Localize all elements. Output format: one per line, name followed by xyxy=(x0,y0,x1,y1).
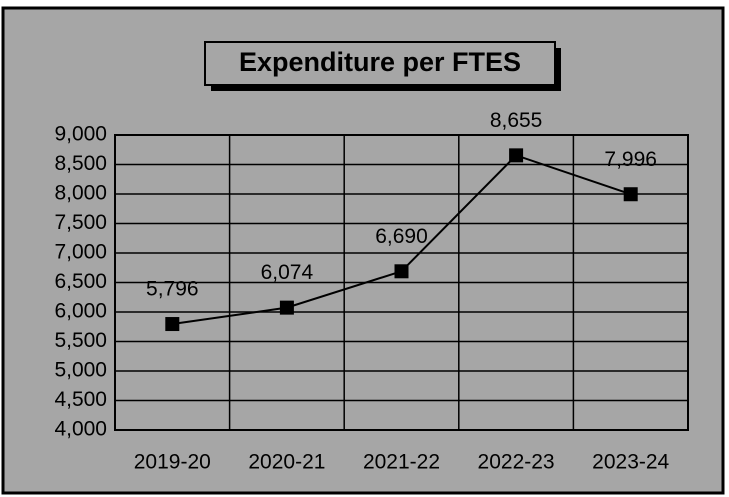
y-tick-label: 9,000 xyxy=(54,123,107,146)
x-tick-label: 2022-23 xyxy=(478,451,555,474)
chart-title: Expenditure per FTES xyxy=(239,47,521,77)
marker xyxy=(165,317,180,332)
y-tick-label: 5,000 xyxy=(54,359,107,382)
y-tick-label: 7,500 xyxy=(54,211,107,234)
y-tick-label: 8,500 xyxy=(54,152,107,175)
y-tick-label: 4,500 xyxy=(54,388,107,411)
y-tick-label: 5,500 xyxy=(54,329,107,352)
marker xyxy=(623,187,638,202)
y-tick-label: 6,000 xyxy=(54,300,107,323)
data-label: 6,690 xyxy=(375,225,428,248)
x-tick-label: 2019-20 xyxy=(134,451,211,474)
x-tick-label: 2020-21 xyxy=(248,451,325,474)
title-box xyxy=(204,41,556,86)
marker xyxy=(509,148,524,163)
marker xyxy=(394,264,409,279)
y-tick-label: 8,000 xyxy=(54,182,107,205)
data-label: 7,996 xyxy=(604,148,657,171)
data-label: 8,655 xyxy=(490,109,543,132)
y-tick-label: 6,500 xyxy=(54,270,107,293)
data-label: 5,796 xyxy=(146,278,199,301)
y-tick-label: 4,000 xyxy=(54,418,107,441)
x-tick-label: 2021-22 xyxy=(363,451,440,474)
y-tick-label: 7,000 xyxy=(54,241,107,264)
marker xyxy=(279,300,294,315)
data-label: 6,074 xyxy=(261,261,314,284)
x-tick-label: 2023-24 xyxy=(592,451,669,474)
